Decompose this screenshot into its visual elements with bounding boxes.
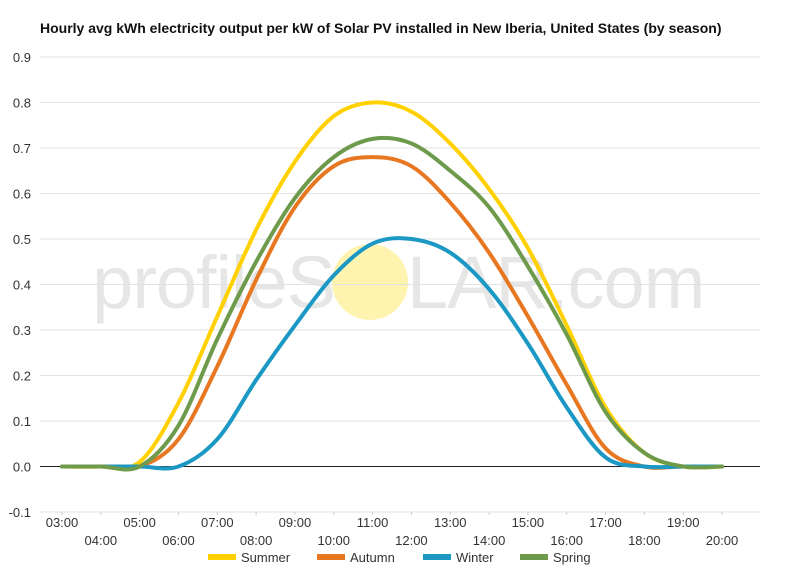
watermark-text-left: profileS [92, 241, 335, 324]
y-tick-label: -0.1 [9, 505, 31, 520]
x-tick-label: 18:00 [628, 533, 661, 548]
x-tick-label: 07:00 [201, 515, 234, 530]
x-tick-label: 11:00 [357, 515, 389, 530]
legend-label-winter: Winter [456, 550, 494, 565]
x-tick-label: 04:00 [85, 533, 118, 548]
legend-label-spring: Spring [553, 550, 591, 565]
series-line-winter [60, 236, 724, 471]
y-axis: -0.1 0.0 0.1 0.2 0.3 0.4 0.5 0.6 0.7 0.8 0.9 [9, 50, 31, 520]
x-axis: 03:00 04:00 05:00 06:00 07:00 08:00 09:00 10:00… [46, 512, 739, 548]
y-tick-label: 0.8 [13, 96, 31, 111]
y-tick-label: 0.0 [13, 460, 31, 475]
chart-title: Hourly avg kWh electricity output per kW… [40, 20, 721, 36]
watermark-sun-icon [332, 244, 408, 320]
y-tick-label: 0.7 [13, 141, 31, 156]
x-tick-label: 12:00 [395, 533, 428, 548]
legend-label-summer: Summer [241, 550, 291, 565]
x-tick-label: 09:00 [279, 515, 312, 530]
series-line-spring [60, 135, 724, 472]
legend: Summer Autumn Winter Spring [208, 550, 591, 565]
series-line-autumn [60, 155, 724, 471]
y-tick-label: 0.9 [13, 50, 31, 65]
series-line-summer [60, 100, 724, 470]
x-tick-label: 08:00 [240, 533, 273, 548]
x-tick-label: 06:00 [162, 533, 195, 548]
legend-swatch-winter [423, 554, 451, 560]
legend-swatch-spring [520, 554, 548, 560]
x-tick-label: 10:00 [317, 533, 350, 548]
legend-label-autumn: Autumn [350, 550, 395, 565]
gridlines [40, 56, 760, 513]
x-tick-label: 13:00 [434, 515, 467, 530]
y-tick-label: 0.6 [13, 187, 31, 202]
x-tick-label: 05:00 [123, 515, 156, 530]
y-tick-label: 0.2 [13, 369, 31, 384]
legend-swatch-summer [208, 554, 236, 560]
x-tick-label: 15:00 [512, 515, 545, 530]
y-tick-label: 0.3 [13, 323, 31, 338]
x-tick-label: 20:00 [706, 533, 739, 548]
x-tick-label: 16:00 [550, 533, 583, 548]
y-tick-label: 0.4 [13, 278, 31, 293]
x-tick-label: 03:00 [46, 515, 79, 530]
series-lines [60, 100, 724, 472]
x-tick-label: 19:00 [667, 515, 700, 530]
legend-swatch-autumn [317, 554, 345, 560]
x-tick-label: 14:00 [473, 533, 506, 548]
y-tick-label: 0.5 [13, 232, 31, 247]
watermark: profileS LAR.com [92, 241, 705, 324]
x-tick-label: 17:00 [589, 515, 622, 530]
y-tick-label: 0.1 [13, 414, 31, 429]
